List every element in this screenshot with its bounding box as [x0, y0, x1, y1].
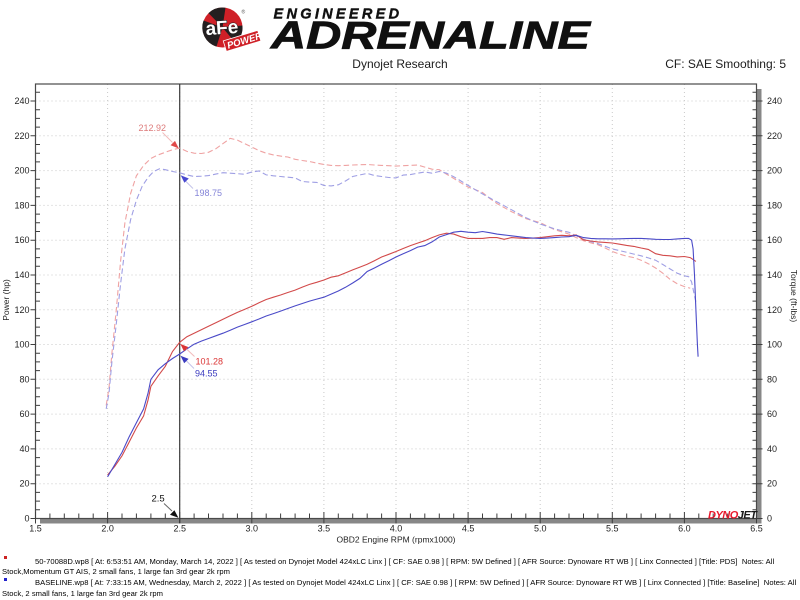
svg-text:ADRENALINE: ADRENALINE	[270, 14, 592, 57]
svg-text:160: 160	[767, 235, 782, 245]
svg-text:80: 80	[767, 374, 777, 384]
svg-text:120: 120	[767, 305, 782, 315]
svg-text:®: ®	[242, 9, 246, 16]
svg-text:OBD2 Engine RPM (rpmx1000): OBD2 Engine RPM (rpmx1000)	[336, 535, 455, 545]
svg-text:0: 0	[767, 514, 772, 524]
svg-text:2.0: 2.0	[101, 524, 114, 534]
svg-text:2.5: 2.5	[152, 494, 165, 505]
svg-text:160: 160	[14, 235, 29, 245]
svg-text:198.75: 198.75	[195, 188, 223, 198]
svg-text:240: 240	[14, 96, 29, 106]
svg-text:6.0: 6.0	[678, 524, 691, 534]
svg-text:4.5: 4.5	[462, 524, 475, 534]
svg-text:aFe: aFe	[205, 17, 239, 40]
svg-text:40: 40	[19, 444, 29, 454]
svg-text:5.5: 5.5	[606, 524, 619, 534]
svg-text:100: 100	[767, 340, 782, 350]
svg-text:140: 140	[14, 270, 29, 280]
svg-text:2.5: 2.5	[173, 524, 186, 534]
svg-text:200: 200	[14, 166, 29, 176]
svg-text:20: 20	[19, 479, 29, 489]
svg-text:180: 180	[14, 200, 29, 210]
svg-text:Dynojet Research: Dynojet Research	[352, 57, 447, 71]
svg-text:Torque (ft-lbs): Torque (ft-lbs)	[789, 270, 799, 323]
svg-text:140: 140	[767, 270, 782, 280]
svg-text:4.0: 4.0	[390, 524, 403, 534]
svg-text:3.0: 3.0	[246, 524, 259, 534]
svg-text:220: 220	[14, 131, 29, 141]
svg-text:3.5: 3.5	[318, 524, 331, 534]
svg-text:0: 0	[24, 514, 29, 524]
svg-text:80: 80	[19, 374, 29, 384]
svg-text:40: 40	[767, 444, 777, 454]
svg-text:6.5: 6.5	[750, 524, 763, 534]
svg-text:200: 200	[767, 166, 782, 176]
svg-text:Power (hp): Power (hp)	[1, 279, 11, 321]
svg-text:1.5: 1.5	[29, 524, 42, 534]
svg-text:180: 180	[767, 200, 782, 210]
svg-text:220: 220	[767, 131, 782, 141]
svg-text:100: 100	[14, 340, 29, 350]
svg-text:20: 20	[767, 479, 777, 489]
svg-text:5.0: 5.0	[534, 524, 547, 534]
svg-text:CF: SAE Smoothing: 5: CF: SAE Smoothing: 5	[665, 57, 786, 71]
svg-text:60: 60	[19, 409, 29, 419]
svg-text:240: 240	[767, 96, 782, 106]
svg-text:ENGINEERED: ENGINEERED	[274, 7, 403, 23]
svg-text:120: 120	[14, 305, 29, 315]
svg-text:212.92: 212.92	[139, 123, 167, 133]
svg-text:60: 60	[767, 409, 777, 419]
svg-text:101.28: 101.28	[196, 357, 224, 367]
svg-text:DYNOJET: DYNOJET	[708, 510, 758, 522]
svg-text:94.55: 94.55	[195, 369, 218, 379]
